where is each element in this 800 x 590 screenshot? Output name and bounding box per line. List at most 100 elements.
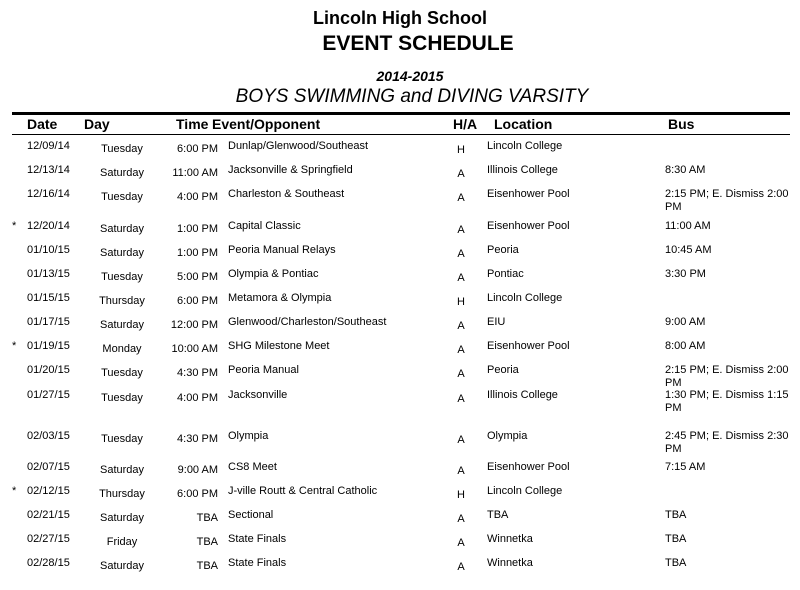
event-opponent: Glenwood/Charleston/Southeast (228, 316, 387, 328)
column-header-ha: H/A (453, 116, 478, 132)
school-name: Lincoln High School (313, 8, 487, 28)
event-location: Eisenhower Pool (487, 461, 570, 473)
bus-time: 2:45 PM; E. Dismiss 2:30 PM (665, 430, 789, 455)
event-day: Friday (106, 536, 138, 548)
event-day: Thursday (99, 295, 145, 307)
event-opponent: Peoria Manual (228, 364, 299, 376)
event-opponent: SHG Milestone Meet (228, 340, 330, 352)
event-time: 9:00 AM (177, 464, 218, 476)
event-location: Lincoln College (487, 140, 563, 152)
event-opponent: Capital Classic (228, 220, 301, 232)
event-date: 01/20/15 (27, 364, 70, 376)
event-day: Thursday (99, 488, 145, 500)
event-time: 6:00 PM (177, 143, 218, 155)
event-time: 4:00 PM (177, 191, 218, 203)
event-location: EIU (487, 316, 506, 328)
team-name: BOYS SWIMMING and DIVING VARSITY (235, 86, 589, 107)
event-time: 4:30 PM (177, 433, 218, 445)
column-header-event: Event/Opponent (212, 116, 321, 132)
event-day: Saturday (99, 464, 145, 476)
event-date: 12/16/14 (27, 188, 70, 200)
event-date: 12/13/14 (27, 164, 70, 176)
event-location: Olympia (487, 430, 528, 442)
event-time: 1:00 PM (177, 247, 218, 259)
bus-time: 2:15 PM; E. Dismiss 2:00 PM (665, 188, 789, 213)
event-day: Saturday (99, 167, 145, 179)
home-away: A (457, 272, 465, 284)
home-away: A (457, 561, 465, 573)
event-opponent: Charleston & Southeast (228, 188, 345, 200)
event-opponent: CS8 Meet (228, 461, 277, 473)
event-time: 6:00 PM (177, 488, 218, 500)
event-date: 01/27/15 (27, 389, 70, 401)
column-header-day: Day (84, 116, 110, 132)
bus-time: 1:30 PM; E. Dismiss 1:15 PM (665, 389, 789, 414)
event-date: 12/20/14 (27, 220, 70, 232)
bus-time: 10:45 AM (665, 244, 712, 256)
home-away: H (457, 489, 465, 501)
event-day: Saturday (99, 319, 145, 331)
event-opponent: Olympia & Pontiac (228, 268, 319, 280)
bus-time: 7:15 AM (665, 461, 706, 473)
event-day: Saturday (99, 512, 145, 524)
home-away: A (457, 344, 465, 356)
event-day: Tuesday (101, 191, 143, 203)
event-date: 01/19/15 (27, 340, 70, 352)
asterisk-marker: * (12, 340, 17, 352)
event-time: 4:00 PM (177, 392, 218, 404)
event-opponent: Jacksonville & Springfield (228, 164, 353, 176)
event-location: Eisenhower Pool (487, 188, 570, 200)
event-opponent: State Finals (228, 557, 287, 569)
event-time: 10:00 AM (171, 343, 218, 355)
event-date: 01/10/15 (27, 244, 70, 256)
event-date: 02/03/15 (27, 430, 70, 442)
event-day: Tuesday (101, 392, 143, 404)
event-day: Tuesday (101, 143, 143, 155)
home-away: A (457, 537, 465, 549)
event-opponent: Peoria Manual Relays (228, 244, 336, 256)
home-away: A (457, 368, 465, 380)
event-day: Tuesday (101, 433, 143, 445)
event-location: Lincoln College (487, 292, 563, 304)
home-away: A (457, 320, 465, 332)
event-date: 02/28/15 (27, 557, 70, 569)
home-away: A (457, 393, 465, 405)
event-day: Saturday (99, 247, 145, 259)
event-location: Eisenhower Pool (487, 220, 570, 232)
event-day: Saturday (99, 223, 145, 235)
event-time: TBA (196, 560, 218, 572)
event-location: Illinois College (487, 164, 558, 176)
home-away: A (457, 513, 465, 525)
event-location: Illinois College (487, 389, 558, 401)
event-date: 01/13/15 (27, 268, 70, 280)
bus-time: 8:00 AM (665, 340, 706, 352)
bus-time: 3:30 PM (665, 268, 706, 280)
event-location: TBA (487, 509, 509, 521)
column-header-time: Time (176, 116, 209, 132)
event-day: Monday (102, 343, 142, 355)
event-location: Eisenhower Pool (487, 340, 570, 352)
column-header-location: Location (494, 116, 553, 132)
home-away: H (457, 296, 465, 308)
page-title: EVENT SCHEDULE (322, 32, 514, 55)
event-date: 02/12/15 (27, 485, 70, 497)
bus-time: 11:00 AM (665, 220, 711, 232)
event-opponent: Jacksonville (228, 389, 288, 401)
event-date: 01/15/15 (27, 292, 70, 304)
event-time: 12:00 PM (170, 319, 218, 331)
event-date: 02/27/15 (27, 533, 70, 545)
bus-time: TBA (665, 533, 687, 545)
event-day: Tuesday (101, 367, 143, 379)
event-opponent: Metamora & Olympia (228, 292, 332, 304)
event-opponent: Olympia (228, 430, 269, 442)
home-away: A (457, 168, 465, 180)
home-away: H (457, 144, 465, 156)
event-location: Peoria (487, 364, 519, 376)
event-time: 4:30 PM (177, 367, 218, 379)
column-header-bus: Bus (668, 116, 695, 132)
bus-time: 8:30 AM (665, 164, 706, 176)
header-divider-thin (12, 134, 790, 135)
season: 2014-2015 (376, 68, 444, 84)
column-header-date: Date (27, 116, 58, 132)
